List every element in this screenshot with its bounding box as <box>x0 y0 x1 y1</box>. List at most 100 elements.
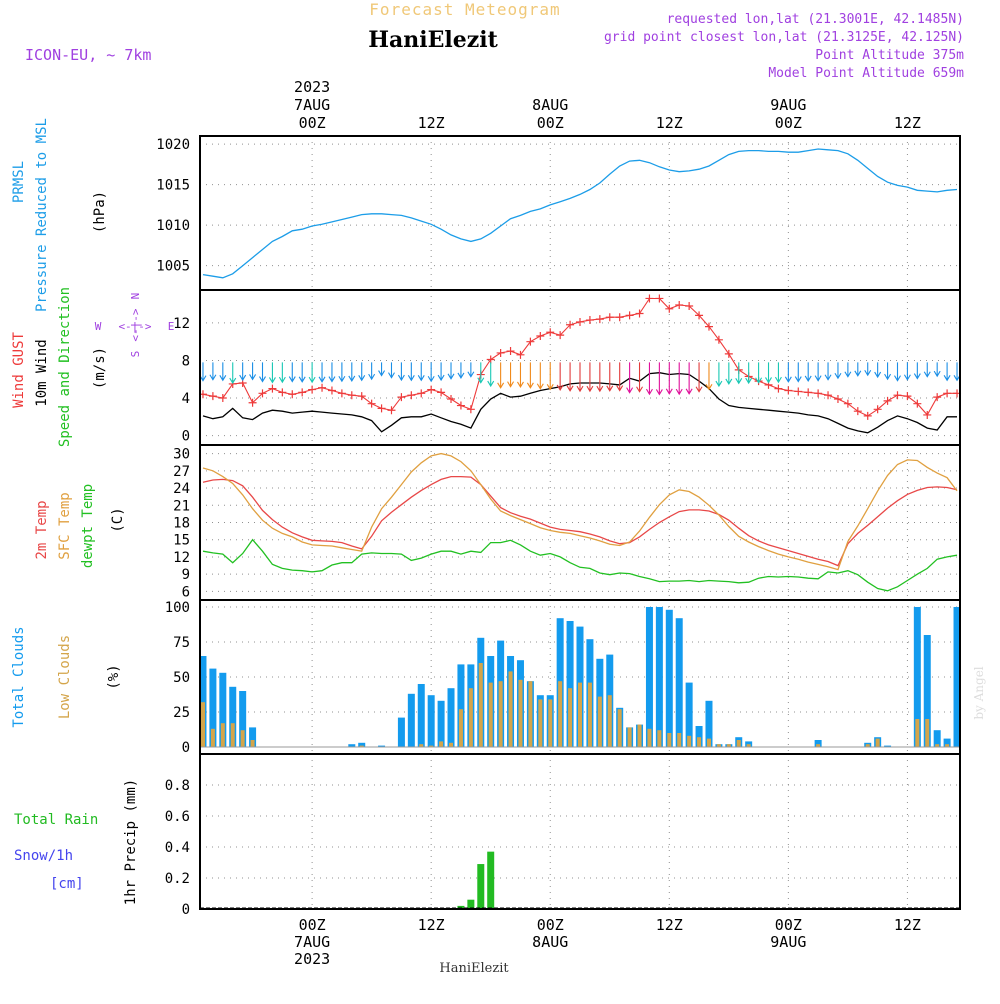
total-clouds-bar <box>437 700 445 747</box>
total-clouds-bar <box>239 691 247 747</box>
wind-gust-marker <box>248 398 257 407</box>
wind-gust-marker <box>774 384 783 393</box>
wind-direction-arrow <box>507 362 515 388</box>
pressure-label-reduced: Pressure Reduced to MSL <box>34 118 50 312</box>
wind-direction-arrow <box>536 362 544 390</box>
low-clouds-bar <box>548 699 553 747</box>
top-axis-label: 00Z <box>299 114 326 132</box>
low-clouds-bar <box>945 744 950 747</box>
low-clouds-bar <box>617 709 622 747</box>
wind-gust-marker <box>397 393 406 402</box>
temp-2m-line <box>202 475 958 567</box>
station-title: HaniElezit <box>368 27 498 53</box>
wind-direction-arrow <box>933 362 941 378</box>
total-clouds-bar <box>229 686 237 747</box>
wind-gust-marker <box>724 349 733 358</box>
wind-gust-line <box>202 297 957 417</box>
low-clouds-bar <box>865 744 870 747</box>
precip-ylabel: Total Rain Snow/1h [cm] 1hr Precip (mm) <box>14 779 139 905</box>
total-clouds-bar <box>348 744 356 747</box>
low-clouds-bar <box>468 688 473 747</box>
wind-gust-marker <box>833 394 842 403</box>
wind-direction-arrow <box>348 362 356 383</box>
wind-gust-marker <box>486 355 495 364</box>
low-clouds-bar <box>518 679 523 747</box>
wind-gust-marker <box>893 391 902 400</box>
low-clouds-bar <box>578 682 582 747</box>
wind-direction-arrow <box>397 362 405 382</box>
wind-gust-marker <box>843 399 852 408</box>
bottom-axis-label: 12Z <box>656 916 683 934</box>
wind-direction-arrow <box>467 362 475 378</box>
wind-direction-arrow <box>596 362 604 393</box>
total-clouds-label: Total Clouds <box>11 626 27 727</box>
low-clouds-bar <box>250 740 255 747</box>
total-clouds-bar <box>943 738 951 747</box>
wind-gust-marker <box>417 389 426 398</box>
wind-gust-marker <box>308 385 317 394</box>
wind-direction-arrow <box>665 362 673 395</box>
wind-direction-arrow <box>774 362 782 384</box>
wind-direction-arrow <box>556 362 564 392</box>
top-axis-label: 12Z <box>894 114 921 132</box>
low-clouds-bar <box>726 744 731 747</box>
wind-gust-marker <box>347 391 356 400</box>
wind-direction-arrow <box>358 362 366 382</box>
total-clouds-bar <box>358 742 366 747</box>
total-clouds-bar <box>645 607 653 747</box>
wind-direction-arrow <box>606 362 614 392</box>
top-axis-label: 00Z <box>775 114 802 132</box>
total-clouds-bar <box>417 684 425 747</box>
wind-unit: (m/s) <box>92 347 108 389</box>
wind-gust-marker <box>218 394 227 403</box>
grid-point-location: grid point closest lon,lat (21.3125E, 42… <box>604 30 964 45</box>
footer-station-name: HaniElezit <box>439 961 509 976</box>
clouds-ytick-label: 0 <box>182 740 190 756</box>
wind-gust-marker <box>853 407 862 416</box>
wind-direction-arrow <box>685 362 693 395</box>
low-clouds-bar <box>746 744 751 747</box>
wind-gust-marker <box>655 294 664 303</box>
temperature-ytick-label: 6 <box>182 584 190 600</box>
low-clouds-bar <box>687 735 692 747</box>
snow-label: Snow/1h <box>14 848 73 864</box>
point-altitude: Point Altitude 375m <box>815 48 964 63</box>
bottom-axis-label: 2023 <box>294 950 330 968</box>
low-clouds-bar <box>677 733 682 747</box>
temperature-unit: (C) <box>110 507 126 532</box>
wind-gust-marker <box>695 311 704 320</box>
low-clouds-bar <box>429 745 434 747</box>
low-clouds-bar <box>697 737 702 747</box>
wind-ytick-label: 8 <box>182 353 190 369</box>
wind-gust-label: Wind GUST <box>11 332 27 408</box>
bottom-axis-label: 7AUG <box>294 933 330 951</box>
wind-direction-arrow <box>477 362 485 384</box>
total-clouds-bar <box>566 621 574 747</box>
wind-direction-arrow <box>298 362 306 383</box>
bottom-axis-label: 00Z <box>537 916 564 934</box>
wind-ytick-label: 0 <box>182 429 190 445</box>
temp-2m-label: 2m Temp <box>34 500 50 559</box>
pressure-unit: (hPa) <box>92 191 108 233</box>
wind-direction-arrow <box>516 362 524 389</box>
watermark: by Angel <box>972 666 986 719</box>
wind-direction-arrow <box>824 362 832 381</box>
compass-w: W <box>95 320 102 333</box>
clouds-ytick-label: 25 <box>173 705 190 721</box>
wind-direction-arrow <box>923 362 931 378</box>
wind-gust-marker <box>447 394 456 403</box>
rain-bar <box>477 864 485 909</box>
wind-gust-marker <box>427 385 436 394</box>
wind-gust-marker <box>794 387 803 396</box>
compass-e: E <box>168 320 175 333</box>
wind-ylabel: Wind GUST 10m Wind Speed and Direction (… <box>11 287 108 447</box>
wind-gust-marker <box>327 386 336 395</box>
total-clouds-bar <box>913 607 921 747</box>
wind-direction-arrow <box>378 362 386 377</box>
low-clouds-bar <box>508 671 513 747</box>
low-clouds-bar <box>915 719 920 747</box>
wind-direction-arrow <box>616 362 624 392</box>
total-clouds-bar <box>397 717 405 747</box>
